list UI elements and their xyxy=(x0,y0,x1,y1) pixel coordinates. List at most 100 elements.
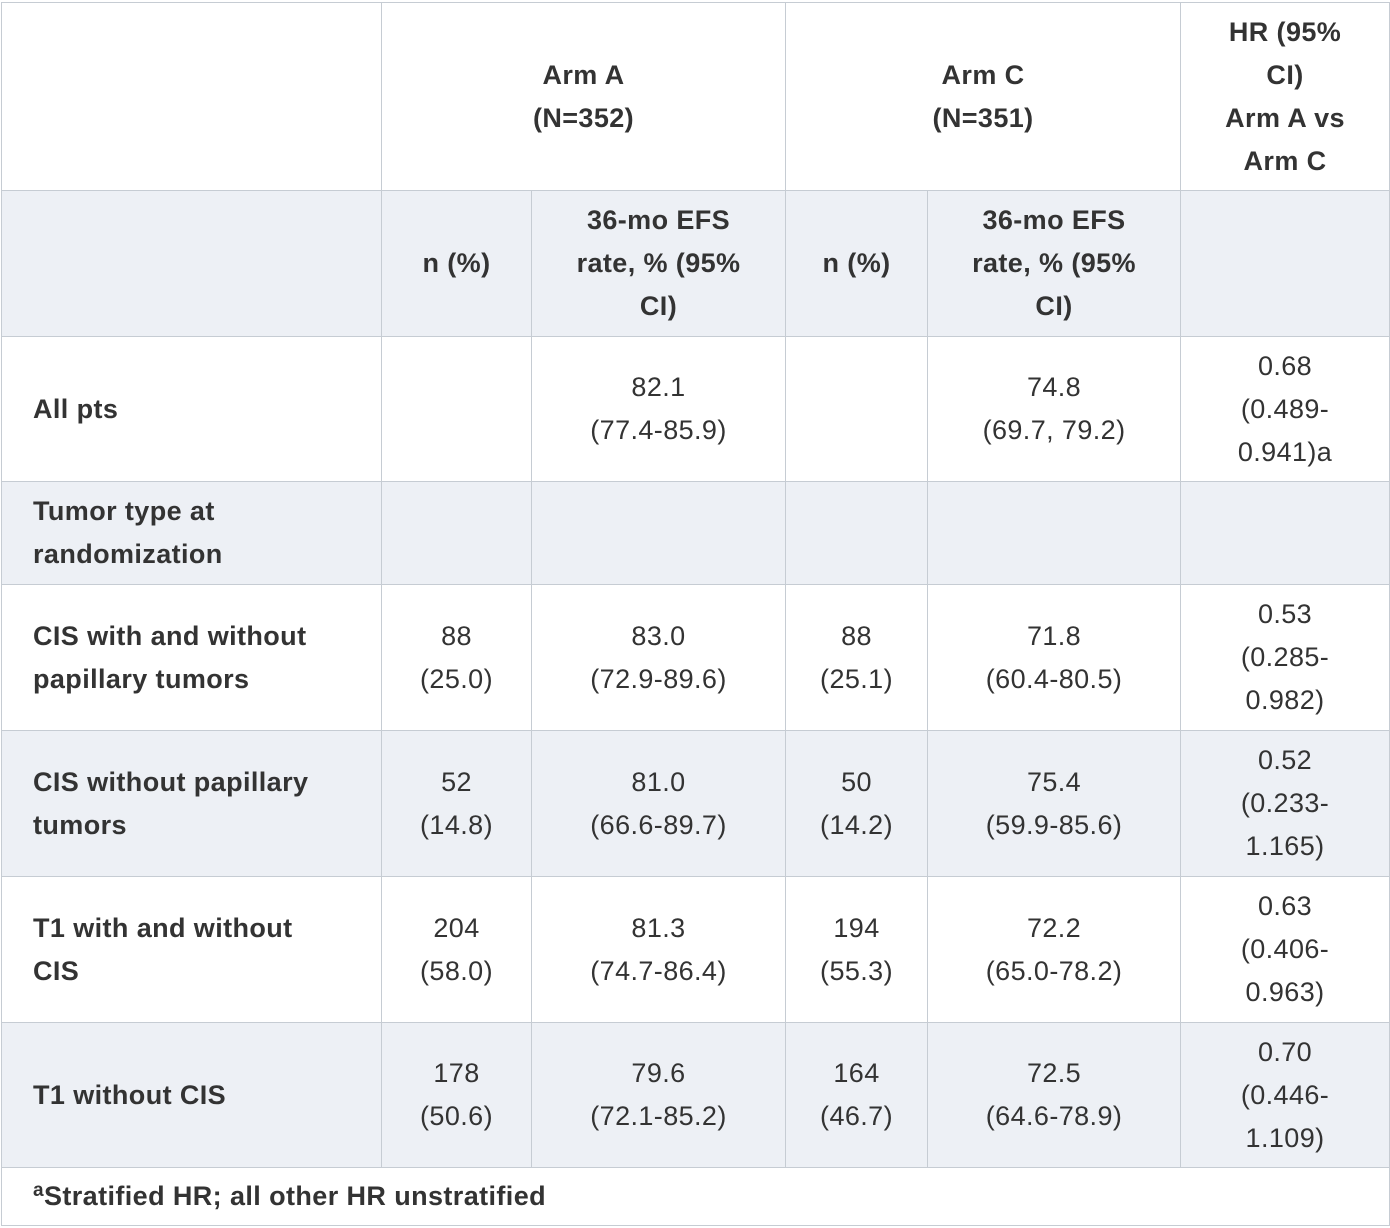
efs-header-line: 36-mo EFS xyxy=(982,205,1126,235)
table-row: T1 without CIS 178 (50.6) 79.6 (72.1-85.… xyxy=(1,1022,1390,1168)
percent: (58.0) xyxy=(420,955,493,986)
hr-ci: (0.406- xyxy=(1240,934,1330,964)
efs-rate: 81.0 xyxy=(631,766,686,797)
hr-header-line: Arm A vs xyxy=(1225,102,1345,133)
efs-rate: 74.8 xyxy=(1026,372,1082,402)
header-empty-cell xyxy=(1,2,382,191)
empty-cell xyxy=(530,481,787,585)
row-label: All pts xyxy=(1,336,382,482)
row-label-line: randomization xyxy=(33,539,223,569)
arm-a-efs-cell: 79.6 (72.1-85.2) xyxy=(530,1022,787,1168)
count: 88 xyxy=(441,620,472,651)
arm-c-n-cell: 50 (14.2) xyxy=(785,730,929,877)
hr-ci: (0.285- xyxy=(1240,642,1330,672)
efs-header-line: CI) xyxy=(639,291,678,321)
efs-ci: (64.6-78.9) xyxy=(985,1101,1123,1131)
arm-c-n-cell: 88 (25.1) xyxy=(785,584,929,731)
percent: (14.2) xyxy=(820,809,893,840)
arm-a-efs-cell: 81.0 (66.6-89.7) xyxy=(530,730,787,877)
percent: (14.8) xyxy=(420,809,493,840)
hr-value: 0.70 xyxy=(1257,1036,1313,1067)
efs-header-line: CI) xyxy=(1035,291,1073,321)
arm-c-header: Arm C (N=351) xyxy=(785,2,1182,191)
arm-c-efs-cell: 74.8 (69.7, 79.2) xyxy=(927,336,1182,482)
section-label: Tumor type at randomization xyxy=(1,481,382,585)
efs-header-line: 36-mo EFS xyxy=(586,205,731,235)
hr-cell: 0.63 (0.406- 0.963) xyxy=(1180,876,1390,1023)
hr-ci: 1.109) xyxy=(1245,1122,1325,1153)
table-row: All pts 82.1 (77.4-85.9) 74.8 (69.7, 79.… xyxy=(1,336,1390,482)
footnote-row: aStratified HR; all other HR unstratifie… xyxy=(0,1167,1390,1226)
arm-a-n-pct-header: n (%) xyxy=(381,190,532,337)
subheader-row: n (%) 36-mo EFS rate, % (95% CI) n (%) 3… xyxy=(1,190,1390,337)
hr-ci: (0.446- xyxy=(1240,1079,1330,1110)
hr-header: HR (95% CI) Arm A vs Arm C xyxy=(1180,2,1390,191)
percent: (25.1) xyxy=(820,663,893,694)
subheader-empty-cell xyxy=(1,190,382,337)
arm-c-efs-cell: 71.8 (60.4-80.5) xyxy=(927,584,1182,731)
count: 88 xyxy=(841,620,872,651)
arm-a-efs-cell: 82.1 (77.4-85.9) xyxy=(530,336,787,482)
table-row: CIS with and without papillary tumors 88… xyxy=(1,584,1390,731)
footnote-marker: a xyxy=(33,1180,44,1201)
efs-rate: 83.0 xyxy=(631,620,686,651)
arm-c-n-cell xyxy=(785,336,929,482)
efs-header-line: rate, % (95% xyxy=(972,248,1136,278)
hr-cell: 0.68 (0.489- 0.941)a xyxy=(1180,336,1390,482)
arm-a-n-cell xyxy=(381,336,532,482)
hr-ci: 1.165) xyxy=(1245,831,1325,861)
row-label-line: T1 with and without xyxy=(33,912,293,943)
count: 50 xyxy=(841,766,872,797)
count: 178 xyxy=(433,1058,480,1088)
arm-a-efs-cell: 83.0 (72.9-89.6) xyxy=(530,584,787,731)
hr-ci: 0.982) xyxy=(1245,685,1325,715)
efs-rate: 82.1 xyxy=(631,372,686,402)
arm-a-efs-cell: 81.3 (74.7-86.4) xyxy=(530,876,787,1023)
row-label: CIS without papillary tumors xyxy=(1,730,382,877)
percent: (46.7) xyxy=(820,1101,893,1131)
efs-ci: (69.7, 79.2) xyxy=(982,415,1126,445)
arm-c-efs-cell: 72.2 (65.0-78.2) xyxy=(927,876,1182,1023)
efs-ci: (77.4-85.9) xyxy=(590,415,727,445)
arm-a-header: Arm A (N=352) xyxy=(380,2,787,191)
efs-rate: 72.2 xyxy=(1026,912,1082,943)
count: 204 xyxy=(433,912,480,943)
hr-value: 0.68 xyxy=(1257,350,1313,381)
efs-header-line: rate, % (95% xyxy=(576,248,741,278)
arm-c-efs-cell: 72.5 (64.6-78.9) xyxy=(927,1022,1182,1168)
percent: (50.6) xyxy=(420,1101,493,1131)
hr-header-line: Arm C xyxy=(1243,145,1327,176)
row-label: T1 without CIS xyxy=(1,1022,382,1168)
count: 194 xyxy=(833,912,880,943)
arm-c-n-cell: 164 (46.7) xyxy=(785,1022,929,1168)
section-row: Tumor type at randomization xyxy=(1,481,1390,585)
hr-cell: 0.70 (0.446- 1.109) xyxy=(1180,1022,1390,1168)
arm-c-n-cell: 194 (55.3) xyxy=(785,876,929,1023)
empty-cell xyxy=(927,481,1182,585)
efs-rate: 79.6 xyxy=(631,1058,686,1088)
efs-rate: 75.4 xyxy=(1026,766,1082,797)
row-label: T1 with and without CIS xyxy=(1,876,382,1023)
arm-c-efs-header: 36-mo EFS rate, % (95% CI) xyxy=(927,190,1182,337)
efs-ci: (72.9-89.6) xyxy=(590,663,727,694)
footnote: aStratified HR; all other HR unstratifie… xyxy=(0,1167,1390,1226)
efs-rate: 72.5 xyxy=(1026,1058,1082,1088)
hr-subheader-empty-cell xyxy=(1180,190,1390,337)
footnote-text: Stratified HR; all other HR unstratified xyxy=(43,1181,547,1211)
arm-a-name: Arm A xyxy=(542,59,625,90)
hr-cell: 0.52 (0.233- 1.165) xyxy=(1180,730,1390,877)
efs-ci: (74.7-86.4) xyxy=(590,955,727,986)
arm-a-n: (N=352) xyxy=(532,102,635,133)
row-label-line: CIS with and without xyxy=(33,620,307,651)
efs-ci: (72.1-85.2) xyxy=(590,1101,727,1131)
row-label-line: tumors xyxy=(33,809,127,840)
percent: (25.0) xyxy=(420,663,493,694)
arm-c-n: (N=351) xyxy=(932,102,1034,133)
row-label: CIS with and without papillary tumors xyxy=(1,584,382,731)
efs-ci: (65.0-78.2) xyxy=(985,955,1123,986)
hr-header-line: CI) xyxy=(1266,59,1304,90)
efs-rate: 71.8 xyxy=(1026,620,1082,651)
count: 164 xyxy=(833,1058,880,1088)
percent: (55.3) xyxy=(820,955,893,986)
